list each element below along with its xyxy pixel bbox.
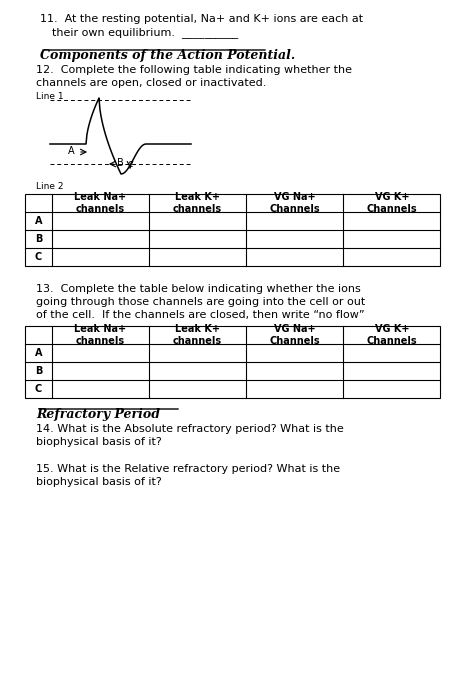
Text: 14. What is the Absolute refractory period? What is the: 14. What is the Absolute refractory peri… <box>36 424 343 434</box>
Text: VG Na+
Channels: VG Na+ Channels <box>269 324 319 346</box>
Text: B: B <box>117 158 124 168</box>
Text: 13.  Complete the table below indicating whether the ions: 13. Complete the table below indicating … <box>36 284 360 294</box>
Text: 12.  Complete the following table indicating whether the: 12. Complete the following table indicat… <box>36 65 351 75</box>
Text: C: C <box>35 252 42 262</box>
Bar <box>25 326 439 398</box>
Text: B: B <box>35 366 42 376</box>
Text: A: A <box>68 146 75 156</box>
Text: 11.  At the resting potential, Na+ and K+ ions are each at: 11. At the resting potential, Na+ and K+… <box>40 14 363 24</box>
Bar <box>25 194 439 266</box>
Text: Line 2: Line 2 <box>36 182 63 191</box>
Text: A: A <box>35 216 42 226</box>
Text: their own equilibrium.  __________: their own equilibrium. __________ <box>52 27 238 38</box>
Text: going through those channels are going into the cell or out: going through those channels are going i… <box>36 297 364 307</box>
Text: VG Na+
Channels: VG Na+ Channels <box>269 193 319 214</box>
Text: VG K+
Channels: VG K+ Channels <box>366 193 416 214</box>
Text: VG K+
Channels: VG K+ Channels <box>366 324 416 346</box>
Text: biophysical basis of it?: biophysical basis of it? <box>36 437 162 447</box>
Text: of the cell.  If the channels are closed, then write “no flow”: of the cell. If the channels are closed,… <box>36 310 364 320</box>
Text: Components of the Action Potential.: Components of the Action Potential. <box>40 49 294 62</box>
Text: Leak Na+
channels: Leak Na+ channels <box>74 193 126 214</box>
Text: Leak Na+
channels: Leak Na+ channels <box>74 324 126 346</box>
Text: 15. What is the Relative refractory period? What is the: 15. What is the Relative refractory peri… <box>36 464 339 474</box>
Text: B: B <box>35 234 42 244</box>
Text: channels are open, closed or inactivated.: channels are open, closed or inactivated… <box>36 78 266 88</box>
Text: C: C <box>35 384 42 394</box>
Text: c: c <box>128 159 133 169</box>
Text: Line 1: Line 1 <box>36 92 63 101</box>
Text: Refractory Period: Refractory Period <box>36 408 160 421</box>
Text: Leak K+
channels: Leak K+ channels <box>173 193 222 214</box>
Text: biophysical basis of it?: biophysical basis of it? <box>36 477 162 487</box>
Text: Leak K+
channels: Leak K+ channels <box>173 324 222 346</box>
Text: A: A <box>35 348 42 358</box>
